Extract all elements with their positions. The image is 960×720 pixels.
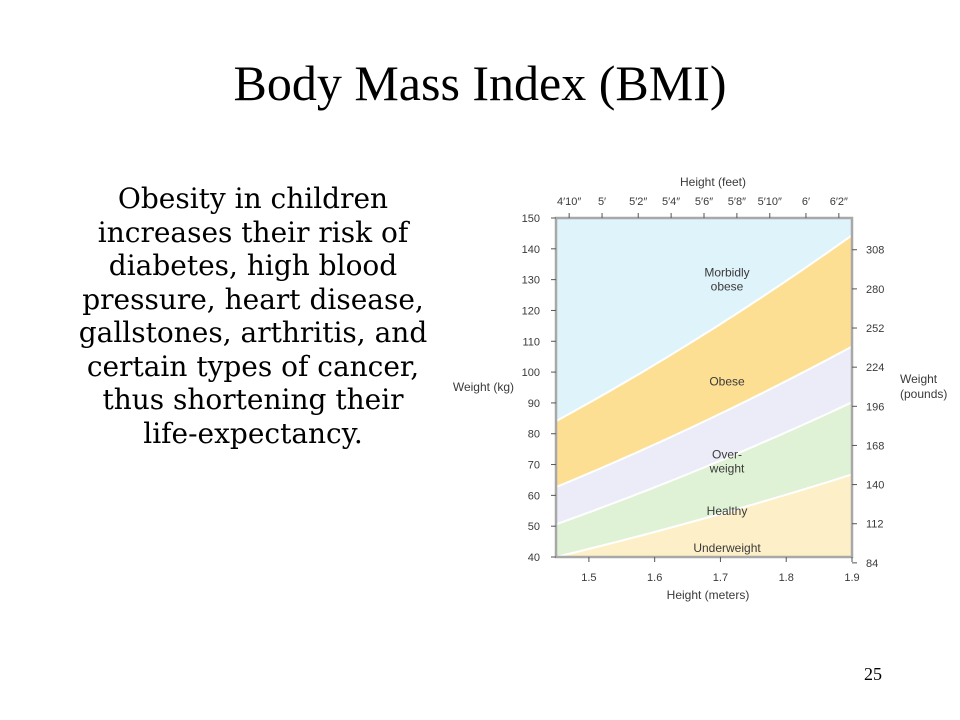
x-tick-label-1-9: 1.9 — [844, 572, 859, 584]
y-axis-label-right: Weight (pounds) — [900, 372, 947, 401]
boundary-bmi-18-5 — [555, 473, 853, 558]
x-tick-label-1-6: 1.6 — [647, 572, 662, 584]
y-tick-label-140: 140 — [522, 244, 540, 256]
bmi-regions — [556, 218, 852, 557]
x-axis-label-bottom: Height (meters) — [667, 588, 750, 602]
slide-title: Body Mass Index (BMI) — [233, 55, 727, 111]
y-right-tick-label-168: 168 — [866, 440, 884, 452]
region-underweight — [556, 474, 852, 557]
x-top-tick-label-7: 6′ — [802, 196, 810, 208]
boundary-bmi-30 — [555, 345, 853, 488]
y-right-tick-label-280: 280 — [866, 284, 884, 296]
x-top-tick-label-3: 5′4″ — [662, 196, 680, 208]
y-tick-label-40: 40 — [528, 552, 540, 564]
y-tick-label-130: 130 — [522, 275, 540, 287]
y-tick-label-60: 60 — [528, 490, 540, 502]
x-top-tick-label-6: 5′10″ — [758, 196, 782, 208]
x-tick-label-1-7: 1.7 — [713, 572, 728, 584]
region-morbidly-obese — [556, 218, 852, 422]
region-label-morbidly-obese: Morbidly obese — [704, 266, 749, 294]
y-tick-label-120: 120 — [522, 305, 540, 317]
region-label-obese: Obese — [709, 374, 745, 388]
region-label-overweight: Over-weight — [709, 447, 745, 475]
y-tick-label-110: 110 — [522, 336, 540, 348]
y-right-tick-label-84: 84 — [866, 558, 878, 570]
boundary-bmi-40 — [555, 234, 853, 422]
chart-ticks: 40 50 60 70 80 90 100 110 120 130 140 150 84 112 140 16… — [522, 196, 885, 584]
y-axis-label-left: Weight (kg) — [453, 380, 514, 394]
y-right-tick-label-196: 196 — [866, 401, 884, 413]
bmi-boundaries — [555, 234, 853, 558]
region-overweight — [556, 346, 852, 525]
x-top-tick-label-2: 5′2″ — [629, 196, 647, 208]
x-axis-label-top: Height (feet) — [680, 175, 746, 189]
chart-labels: Height (meters) Height (feet) Weight (kg) W… — [453, 175, 948, 602]
x-top-tick-label-1: 5′ — [598, 196, 606, 208]
y-tick-label-100: 100 — [522, 367, 540, 379]
region-obese — [556, 235, 852, 487]
y-right-tick-label-252: 252 — [866, 323, 884, 335]
y-right-tick-label-112: 112 — [866, 519, 884, 531]
x-top-tick-label-0: 4′10″ — [557, 196, 581, 208]
body-text: Obesity in children increases their risk… — [78, 182, 428, 450]
x-top-tick-label-8: 6′2″ — [830, 196, 848, 208]
x-top-tick-label-5: 5′8″ — [728, 196, 746, 208]
y-tick-label-80: 80 — [528, 429, 540, 441]
y-tick-label-90: 90 — [528, 398, 540, 410]
x-tick-label-1-8: 1.8 — [779, 572, 794, 584]
y-tick-label-150: 150 — [522, 213, 540, 225]
x-top-tick-label-4: 5′6″ — [695, 196, 713, 208]
y-right-tick-label-140: 140 — [866, 480, 884, 492]
x-tick-label-1-5: 1.5 — [581, 572, 596, 584]
y-right-tick-label-308: 308 — [866, 245, 884, 257]
y-right-tick-label-224: 224 — [866, 362, 884, 374]
region-label-underweight: Underweight — [693, 541, 761, 555]
region-healthy — [556, 402, 852, 557]
boundary-bmi-25 — [555, 401, 853, 526]
region-label-healthy: Healthy — [707, 504, 748, 518]
page-number: 25 — [864, 664, 882, 684]
y-tick-label-50: 50 — [528, 521, 540, 533]
y-tick-label-70: 70 — [528, 460, 540, 472]
